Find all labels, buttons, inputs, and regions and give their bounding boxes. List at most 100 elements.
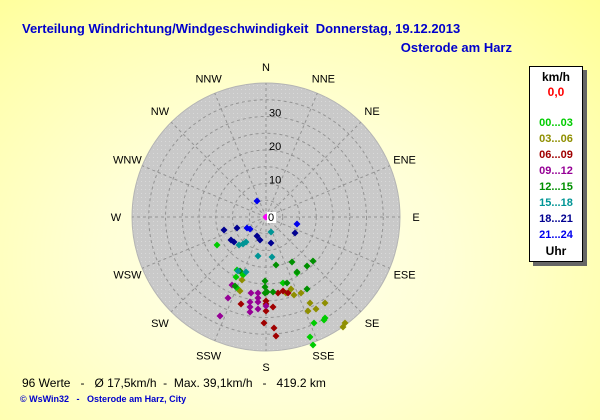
data-point bbox=[239, 240, 247, 248]
data-point bbox=[306, 299, 314, 307]
compass-label-nw: NW bbox=[151, 106, 170, 118]
legend-item: 12...15 bbox=[539, 181, 573, 193]
data-point bbox=[236, 287, 244, 295]
compass-label-nnw: NNW bbox=[195, 73, 222, 85]
legend-item: 18...21 bbox=[539, 213, 573, 225]
data-point bbox=[288, 258, 296, 266]
zero-label-bg bbox=[267, 212, 276, 223]
compass-label-w: W bbox=[111, 212, 122, 224]
ring-label-30: 30 bbox=[269, 108, 281, 120]
data-point bbox=[310, 319, 318, 327]
data-point bbox=[267, 228, 275, 236]
chart-title: Verteilung Windrichtung/Windgeschwindigk… bbox=[22, 21, 461, 36]
data-point bbox=[279, 279, 287, 287]
compass-label-se: SE bbox=[365, 318, 380, 330]
legend-item: 06...09 bbox=[539, 149, 573, 161]
data-point bbox=[232, 273, 240, 281]
legend-hours-label: Uhr bbox=[545, 244, 567, 258]
data-point bbox=[246, 225, 254, 233]
compass-label-ssw: SSW bbox=[196, 351, 222, 363]
data-point bbox=[220, 226, 228, 234]
data-point bbox=[238, 276, 246, 284]
data-point bbox=[268, 253, 276, 261]
compass-label-ene: ENE bbox=[393, 155, 416, 167]
legend-item: 09...12 bbox=[539, 165, 573, 177]
data-point bbox=[247, 289, 255, 297]
compass-label-wnw: WNW bbox=[113, 155, 142, 167]
ring-label-20: 20 bbox=[269, 141, 281, 153]
legend-item: 03...06 bbox=[539, 133, 573, 145]
data-point bbox=[263, 288, 271, 296]
data-point bbox=[291, 229, 299, 237]
legend-rows: 00...03 03...06 06...09 09...12 12...15 15...… bbox=[530, 115, 582, 243]
grid-spoke bbox=[142, 216, 267, 269]
ring-label-10: 10 bbox=[269, 175, 281, 187]
data-point bbox=[213, 241, 221, 249]
legend-unit-label: km/h bbox=[541, 70, 570, 84]
compass-label-sse: SSE bbox=[312, 351, 334, 363]
legend-spacer bbox=[530, 100, 582, 115]
legend-box: km/h 0,0 00...03 03...06 06...09 09...12 12.… bbox=[529, 66, 583, 262]
stats-line: 96 Werte - Ø 17,5km/h - Max. 39,1km/h - … bbox=[22, 376, 326, 390]
data-point bbox=[309, 341, 317, 349]
legend-item: 00...03 bbox=[539, 117, 573, 129]
data-point bbox=[246, 308, 254, 316]
legend-current-value: 0,0 bbox=[547, 85, 565, 99]
legend-item: 21...24 bbox=[539, 229, 573, 241]
grid-spoke bbox=[265, 216, 362, 313]
data-point bbox=[321, 299, 329, 307]
data-point bbox=[269, 303, 277, 311]
compass-label-sw: SW bbox=[151, 318, 169, 330]
grid-spoke bbox=[142, 165, 267, 218]
data-point bbox=[246, 298, 254, 306]
grid-spoke bbox=[214, 93, 267, 218]
grid-ring bbox=[148, 99, 384, 335]
data-point bbox=[253, 197, 261, 205]
compass-label-s: S bbox=[262, 362, 269, 374]
data-point bbox=[260, 319, 268, 327]
data-point bbox=[303, 262, 311, 270]
grid-ring bbox=[248, 199, 284, 235]
grid-spoke bbox=[265, 216, 318, 341]
compass-label-wsw: WSW bbox=[113, 269, 142, 281]
data-point bbox=[283, 279, 291, 287]
data-point bbox=[262, 307, 270, 315]
data-point bbox=[303, 285, 311, 293]
data-point bbox=[270, 324, 278, 332]
data-point bbox=[246, 303, 254, 311]
data-point bbox=[279, 287, 287, 295]
data-point bbox=[306, 333, 314, 341]
data-point bbox=[320, 316, 328, 324]
data-point bbox=[254, 289, 262, 297]
data-point bbox=[261, 277, 269, 285]
zero-label: 0 bbox=[268, 212, 274, 224]
data-point bbox=[231, 282, 239, 290]
data-point bbox=[254, 305, 262, 313]
grid-spoke bbox=[265, 165, 390, 218]
data-point bbox=[272, 332, 280, 340]
data-point bbox=[272, 261, 280, 269]
legend-item: 15...18 bbox=[539, 197, 573, 209]
data-point bbox=[309, 257, 317, 265]
data-point bbox=[304, 307, 312, 315]
compass-label-e: E bbox=[412, 212, 419, 224]
grid-ring bbox=[181, 132, 351, 302]
data-point bbox=[234, 267, 242, 275]
chart-subtitle: Osterode am Harz bbox=[400, 40, 512, 55]
data-point bbox=[269, 288, 277, 296]
data-point bbox=[233, 224, 241, 232]
compass-label-ese: ESE bbox=[394, 269, 416, 281]
data-point bbox=[242, 268, 250, 276]
data-point bbox=[297, 289, 305, 297]
compass-label-n: N bbox=[262, 62, 270, 74]
grid-ring bbox=[232, 183, 300, 251]
data-point bbox=[293, 268, 301, 276]
data-point bbox=[224, 294, 232, 302]
data-point bbox=[254, 298, 262, 306]
data-point bbox=[230, 238, 238, 246]
grid-spoke bbox=[265, 216, 390, 269]
data-point bbox=[290, 291, 298, 299]
data-point bbox=[262, 302, 270, 310]
data-point bbox=[293, 220, 301, 228]
